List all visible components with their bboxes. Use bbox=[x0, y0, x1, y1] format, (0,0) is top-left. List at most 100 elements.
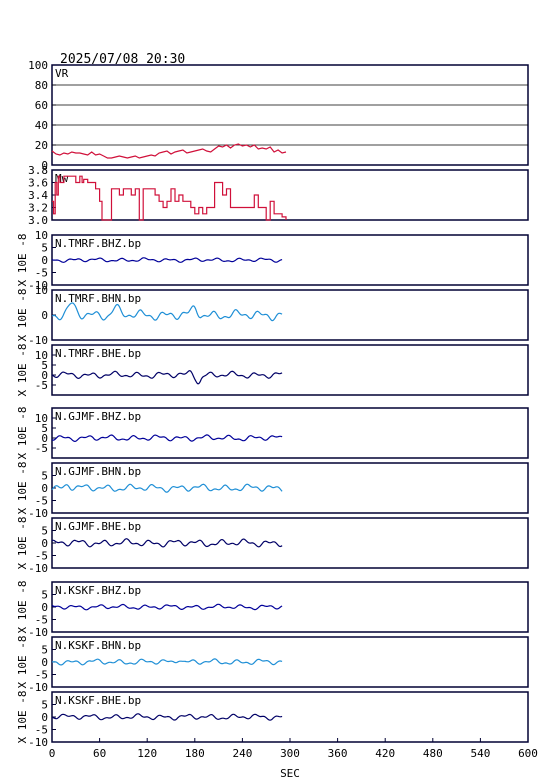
series-line-gjmf_bhn bbox=[51, 483, 283, 493]
panel-mw: 3.83.63.43.23.0Mw bbox=[28, 164, 529, 227]
panel-label: N.KSKF.BHE.bp bbox=[55, 694, 141, 707]
y-tick-label: 3.8 bbox=[28, 164, 48, 177]
y-tick-label: -5 bbox=[35, 267, 48, 280]
y-tick-label: -5 bbox=[35, 379, 48, 392]
series-line-tmrf_bhz bbox=[51, 257, 283, 263]
y-tick-label: 5 bbox=[41, 699, 48, 712]
y-tick-label: -5 bbox=[35, 724, 48, 737]
y-unit-label: X 10E -8 bbox=[16, 517, 29, 570]
x-tick-label: 300 bbox=[280, 747, 300, 760]
x-tick-label: 360 bbox=[328, 747, 348, 760]
y-tick-label: 5 bbox=[41, 525, 48, 538]
y-tick-label: 0 bbox=[41, 309, 48, 322]
panel-label: N.GJMF.BHE.bp bbox=[55, 520, 141, 533]
panel-label: N.KSKF.BHN.bp bbox=[55, 639, 141, 652]
y-tick-label: 60 bbox=[35, 99, 48, 112]
y-tick-label: 0 bbox=[41, 482, 48, 495]
y-tick-label: 10 bbox=[35, 349, 48, 362]
x-tick-label: 240 bbox=[232, 747, 252, 760]
y-tick-label: 100 bbox=[28, 59, 48, 72]
panel-label: N.TMRF.BHZ.bp bbox=[55, 237, 141, 250]
y-tick-label: -5 bbox=[35, 550, 48, 563]
y-tick-label: -10 bbox=[28, 681, 48, 694]
panel-frame bbox=[51, 344, 529, 396]
panel-frame bbox=[51, 407, 529, 459]
y-unit-label: X 10E -8 bbox=[16, 234, 29, 287]
panels-group: 100806040200VR3.83.63.43.23.0Mw1050-5-10… bbox=[16, 59, 538, 760]
y-tick-label: 5 bbox=[41, 644, 48, 657]
y-tick-label: -10 bbox=[28, 736, 48, 749]
y-tick-label: 5 bbox=[41, 422, 48, 435]
panel-kskf_bhz: 50-5-10 N.KSKF.BHZ.bp X 10E -8 bbox=[16, 581, 529, 639]
series-line-gjmf_bhe bbox=[51, 538, 283, 548]
series-line-vr bbox=[51, 143, 287, 159]
y-tick-label: 80 bbox=[35, 79, 48, 92]
series-line-tmrf_bhe bbox=[51, 370, 283, 385]
y-tick-label: -5 bbox=[35, 669, 48, 682]
y-tick-label: 20 bbox=[35, 139, 48, 152]
x-tick-label: 120 bbox=[137, 747, 157, 760]
series-line-kskf_bhe bbox=[51, 713, 283, 721]
y-tick-label: 0 bbox=[41, 711, 48, 724]
y-tick-label: 0 bbox=[41, 369, 48, 382]
y-tick-label: -10 bbox=[28, 507, 48, 520]
panel-gjmf_bhe: 50-5-10 N.GJMF.BHE.bp X 10E -8 bbox=[16, 517, 529, 575]
series-line-gjmf_bhz bbox=[51, 434, 283, 443]
chart-timestamp: 2025/07/08 20:30 bbox=[60, 52, 185, 67]
panel-label: N.TMRF.BHN.bp bbox=[55, 292, 141, 305]
y-tick-label: -10 bbox=[28, 562, 48, 575]
panel-label: N.KSKF.BHZ.bp bbox=[55, 584, 141, 597]
panel-label: N.GJMF.BHN.bp bbox=[55, 465, 141, 478]
y-tick-label: 0 bbox=[41, 656, 48, 669]
series-line-kskf_bhn bbox=[52, 658, 283, 666]
series-line-mw bbox=[52, 175, 287, 221]
y-tick-label: 5 bbox=[41, 589, 48, 602]
panel-label: N.GJMF.BHZ.bp bbox=[55, 410, 141, 423]
y-tick-label: 0 bbox=[41, 159, 48, 172]
x-tick-label: 60 bbox=[93, 747, 106, 760]
y-tick-label: 3.0 bbox=[28, 214, 48, 227]
series-line-tmrf_bhn bbox=[51, 302, 283, 322]
y-tick-label: 10 bbox=[35, 229, 48, 242]
y-unit-label: X 10E -8 bbox=[16, 289, 29, 342]
y-unit-label: X 10E -8 bbox=[16, 462, 29, 515]
y-tick-label: 0 bbox=[41, 537, 48, 550]
y-unit-label: X 10E -8 bbox=[16, 344, 29, 397]
panel-vr: 100 80 60 40 20 0 VR bbox=[28, 59, 529, 172]
y-tick-label: -10 bbox=[28, 626, 48, 639]
x-axis-label: SEC bbox=[280, 767, 300, 780]
x-tick-label: 480 bbox=[423, 747, 443, 760]
y-tick-label: 3.6 bbox=[28, 177, 48, 190]
y-tick-label: 5 bbox=[41, 242, 48, 255]
y-unit-label: X 10E -8 bbox=[16, 691, 29, 744]
y-tick-label: -5 bbox=[35, 442, 48, 455]
panel-label: VR bbox=[55, 67, 69, 80]
panel-frame bbox=[51, 64, 529, 166]
panel-kskf_bhe: 50-5-10 N.KSKF.BHE.bp X 10E -8 bbox=[16, 691, 529, 749]
x-tick-label: 420 bbox=[375, 747, 395, 760]
x-tick-label: 0 bbox=[49, 747, 56, 760]
y-unit-label: X 10E -8 bbox=[16, 407, 29, 460]
y-unit-label: X 10E -8 bbox=[16, 581, 29, 634]
y-tick-label: -5 bbox=[35, 614, 48, 627]
x-tick-label: 600 bbox=[518, 747, 538, 760]
y-tick-label: 5 bbox=[41, 470, 48, 483]
y-tick-label: 5 bbox=[41, 359, 48, 372]
y-tick-label: -10 bbox=[28, 334, 48, 347]
y-tick-label: 0 bbox=[41, 432, 48, 445]
panel-label: N.TMRF.BHE.bp bbox=[55, 347, 141, 360]
panel-gjmf_bhn: 50-5-10 N.GJMF.BHN.bp X 10E -8 bbox=[16, 462, 529, 520]
y-tick-label: 40 bbox=[35, 119, 48, 132]
y-tick-label: -10 bbox=[28, 279, 48, 292]
y-tick-label: 0 bbox=[41, 254, 48, 267]
y-tick-label: -5 bbox=[35, 495, 48, 508]
y-tick-label: 10 bbox=[35, 412, 48, 425]
y-tick-label: 3.2 bbox=[28, 202, 48, 215]
panel-kskf_bhn: 50-5-10 N.KSKF.BHN.bp X 10E -8 bbox=[16, 636, 529, 694]
y-unit-label: X 10E -8 bbox=[16, 636, 29, 689]
y-tick-label: 0 bbox=[41, 601, 48, 614]
